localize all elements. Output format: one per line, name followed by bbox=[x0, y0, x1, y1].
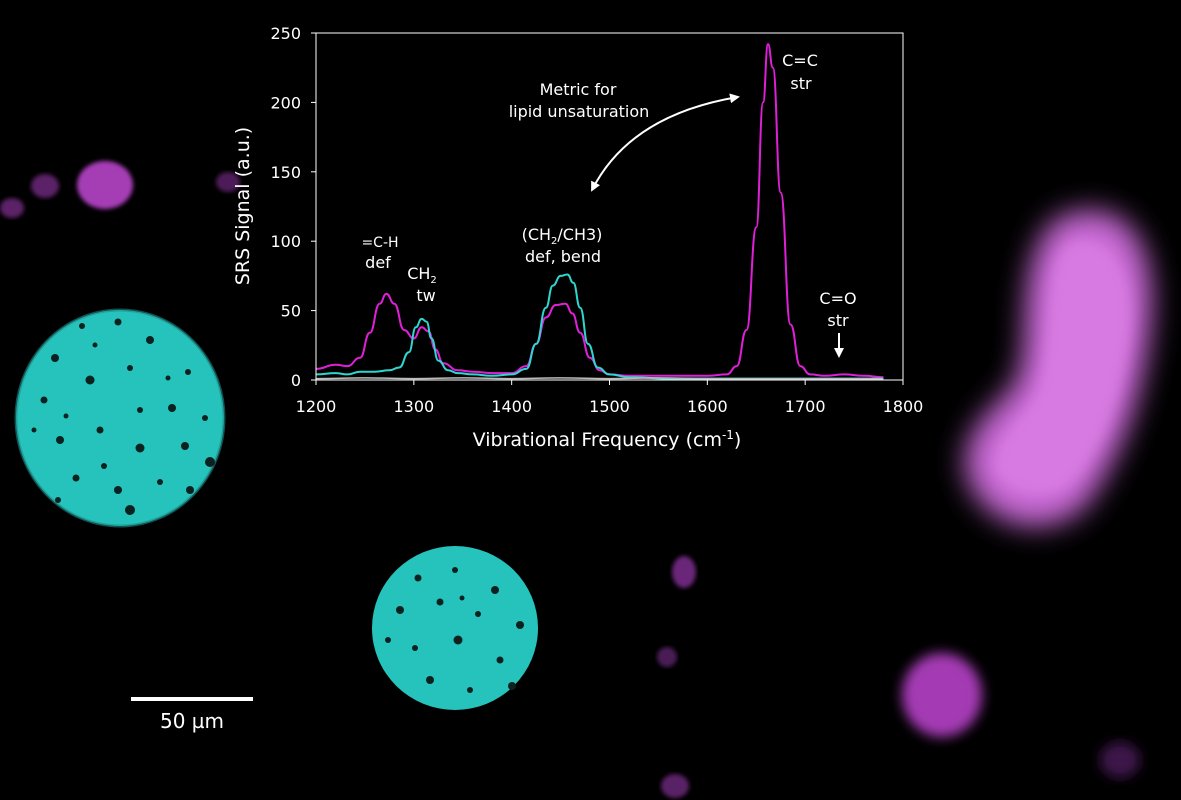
svg-text:C=C: C=C bbox=[782, 51, 818, 70]
x-axis-label: Vibrational Frequency (cm-1) bbox=[473, 428, 742, 451]
series-layer bbox=[315, 43, 884, 380]
cyan-droplet-small bbox=[372, 546, 538, 710]
cyan-droplet-large bbox=[14, 308, 226, 528]
y-tick-label: 150 bbox=[270, 163, 301, 182]
annotation-co-str: C=O str bbox=[819, 289, 857, 358]
x-tick-label: 1400 bbox=[491, 397, 532, 416]
annotation-ch-def: =C-H def bbox=[361, 235, 398, 272]
x-tick-label: 1600 bbox=[687, 397, 728, 416]
x-tick-label: 1300 bbox=[393, 397, 434, 416]
svg-text:Metric for: Metric for bbox=[540, 80, 617, 99]
y-tick-label: 200 bbox=[270, 93, 301, 112]
annotation-ch2-tw: CH2 tw bbox=[407, 264, 437, 305]
svg-text:=C-H: =C-H bbox=[361, 235, 398, 251]
double-arrow-icon bbox=[591, 93, 740, 192]
y-axis-label: SRS Signal (a.u.) bbox=[232, 127, 254, 285]
x-tick-label: 1700 bbox=[785, 397, 826, 416]
x-tick-label: 1500 bbox=[589, 397, 630, 416]
scale-bar-line bbox=[131, 697, 253, 701]
plot-area-background bbox=[316, 33, 903, 380]
series-line-3 bbox=[315, 377, 884, 380]
annotation-cc-str: C=C str bbox=[782, 51, 818, 93]
svg-text:tw: tw bbox=[416, 286, 435, 305]
svg-text:(CH2/CH3): (CH2/CH3) bbox=[522, 225, 603, 247]
svg-text:def, bend: def, bend bbox=[525, 247, 601, 266]
tick-layer: 1200 1300 1400 1500 1600 1700 1800 0 50 100 150 200… bbox=[270, 24, 923, 416]
svg-text:str: str bbox=[827, 311, 849, 330]
annotation-ch-bend: (CH2/CH3) def, bend bbox=[522, 225, 603, 266]
svg-text:CH2: CH2 bbox=[407, 264, 437, 286]
svg-text:C=O: C=O bbox=[819, 289, 856, 308]
y-tick-label: 100 bbox=[270, 232, 301, 251]
y-tick-label: 250 bbox=[270, 24, 301, 43]
scale-bar-label: 50 µm bbox=[160, 709, 224, 733]
series-line-1 bbox=[315, 43, 884, 379]
svg-text:def: def bbox=[365, 253, 391, 272]
x-tick-label: 1800 bbox=[883, 397, 924, 416]
scale-bar: 50 µm bbox=[131, 697, 253, 733]
y-tick-label: 50 bbox=[281, 302, 301, 321]
annotation-metric: Metric for lipid unsaturation bbox=[509, 80, 740, 192]
x-tick-label: 1200 bbox=[296, 397, 337, 416]
y-tick-label: 0 bbox=[291, 371, 301, 390]
svg-text:str: str bbox=[790, 74, 812, 93]
svg-text:lipid unsaturation: lipid unsaturation bbox=[509, 102, 650, 121]
